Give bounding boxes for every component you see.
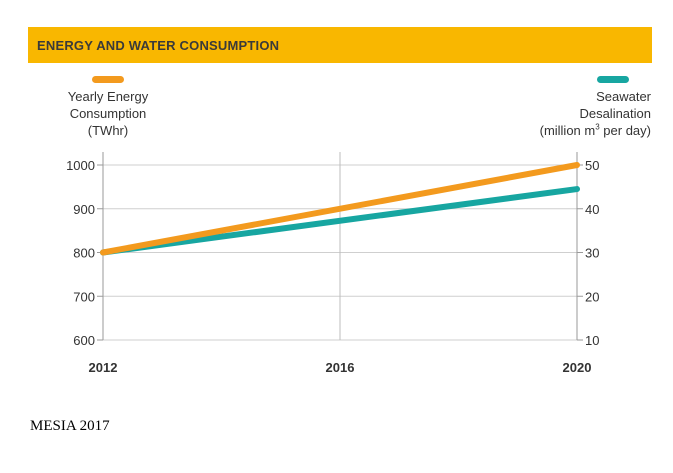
chart-series: [100, 162, 580, 256]
series-line-1: [100, 186, 580, 256]
right-tick-label-4: 50: [585, 158, 599, 173]
chart-grid: [102, 152, 578, 341]
x-tick-label-2: 2020: [563, 360, 592, 375]
right-tick-label-2: 30: [585, 246, 599, 261]
legend-desalination-swatch: [597, 76, 629, 83]
source-caption: MESIA 2017: [30, 418, 110, 434]
right-tick-label-3: 40: [585, 202, 599, 217]
legend-desalination-label-2: Desalination: [579, 106, 651, 121]
legend-energy: Yearly Energy Consumption (TWhr): [38, 76, 178, 139]
left-tick-label-1: 700: [73, 289, 95, 304]
right-tick-label-1: 20: [585, 289, 599, 304]
series-line-0: [100, 162, 580, 256]
left-tick-label-4: 1000: [66, 158, 95, 173]
x-tick-label-1: 2016: [326, 360, 355, 375]
left-axis-ticks: 600 700 800 900 1000: [66, 158, 103, 348]
legend-energy-swatch: [92, 76, 124, 83]
legend-desalination-label-3: (million m3 per day): [491, 122, 651, 139]
right-axis-ticks: 10 20 30 40 50: [577, 158, 599, 348]
legend-desalination: Seawater Desalination (million m3 per da…: [491, 76, 651, 139]
legend-energy-label-2: Consumption: [69, 106, 147, 121]
left-tick-label-0: 600: [73, 333, 95, 348]
legend-desalination-label-1: Seawater: [596, 89, 651, 104]
chart-banner: ENERGY AND WATER CONSUMPTION: [28, 27, 652, 63]
x-tick-label-0: 2012: [89, 360, 118, 375]
left-tick-label-3: 900: [73, 202, 95, 217]
legend-energy-label-3: (TWhr): [87, 123, 129, 138]
x-axis-ticks: 2012 2016 2020: [89, 360, 592, 375]
right-tick-label-0: 10: [585, 333, 599, 348]
legend-energy-label-1: Yearly Energy: [67, 89, 149, 104]
legend-unit-sup: 3: [595, 122, 600, 132]
chart-title: ENERGY AND WATER CONSUMPTION: [37, 38, 280, 53]
legend-unit-post: per day): [599, 123, 651, 138]
legend-unit-pre: (million m: [539, 123, 596, 138]
left-tick-label-2: 800: [73, 246, 95, 261]
